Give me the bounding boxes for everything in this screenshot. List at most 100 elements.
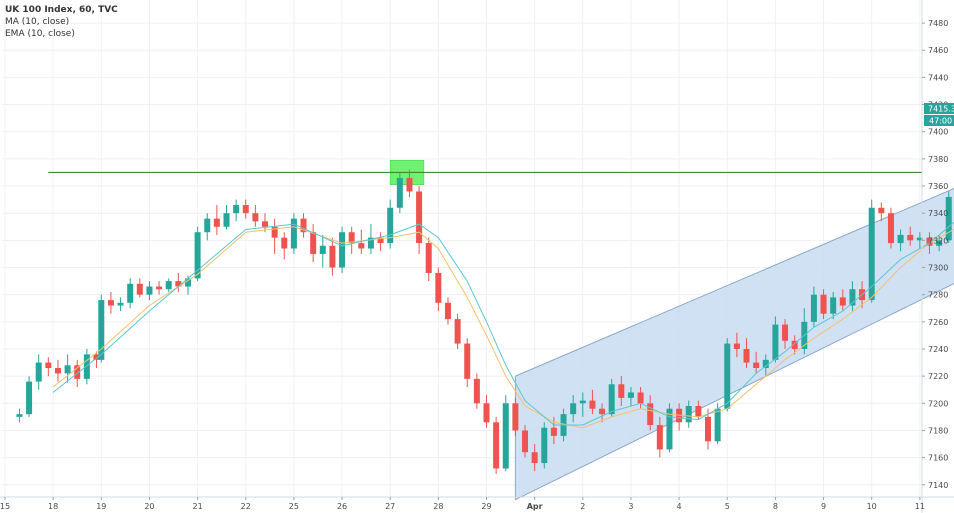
- highlight-zones: [389, 159, 425, 185]
- grid: [2, 0, 922, 497]
- price-tick-label: 7180: [928, 426, 948, 435]
- candle: [916, 232, 923, 249]
- candle-body: [473, 378, 480, 404]
- candle: [782, 319, 789, 349]
- candle-body: [435, 272, 442, 303]
- candle-body: [16, 414, 23, 417]
- candle-body: [522, 430, 529, 453]
- candle: [762, 354, 769, 377]
- candle: [589, 389, 596, 415]
- candle: [262, 213, 269, 233]
- candle-body: [213, 218, 220, 227]
- candle: [425, 237, 432, 282]
- candle-body: [589, 400, 596, 409]
- candle-body: [878, 207, 885, 214]
- candle-body: [26, 381, 33, 415]
- candle-body: [483, 403, 490, 423]
- candle-body: [830, 297, 837, 314]
- candle-body: [714, 408, 721, 442]
- candle-body: [93, 354, 100, 360]
- candle-body: [464, 343, 471, 379]
- candle: [839, 289, 846, 311]
- candle: [175, 272, 182, 292]
- candle: [83, 348, 90, 385]
- candle: [223, 205, 230, 230]
- price-tick-label: 7440: [928, 73, 948, 82]
- chart-legend: UK 100 Index, 60, TVC MA (10, close) EMA…: [5, 4, 118, 40]
- candle-body: [204, 218, 211, 233]
- candle-body: [242, 205, 249, 214]
- time-tick-label: Apr: [527, 502, 543, 511]
- candle-body: [897, 234, 904, 244]
- candle: [878, 202, 885, 222]
- candle: [252, 205, 259, 227]
- candle-body: [666, 408, 673, 450]
- candle-body: [579, 400, 586, 404]
- candle-body: [367, 237, 374, 249]
- candle: [107, 291, 114, 314]
- ma-indicator-label[interactable]: MA (10, close): [5, 17, 70, 27]
- candle: [714, 403, 721, 445]
- price-tick-label: 7240: [928, 345, 948, 354]
- candle: [945, 191, 952, 244]
- candle: [271, 218, 278, 254]
- candle: [618, 376, 625, 407]
- candle: [98, 294, 105, 363]
- candle: [897, 229, 904, 252]
- candle: [473, 373, 480, 409]
- candle-body: [656, 425, 663, 450]
- candle: [550, 416, 557, 445]
- candle: [483, 395, 490, 428]
- candle: [907, 226, 914, 246]
- candle-body: [570, 403, 577, 415]
- candle: [290, 213, 297, 254]
- time-tick-label: 28: [433, 502, 443, 511]
- candle: [127, 278, 134, 309]
- candle-body: [704, 416, 711, 442]
- time-axis[interactable]: 15 18 19 20 21 22 25 26 27 28 29 Apr 2 3 4 5 8 9 10 11: [0, 496, 954, 511]
- candle: [579, 392, 586, 417]
- candle-body: [772, 324, 779, 360]
- candle-body: [300, 218, 307, 233]
- candle-body: [685, 406, 692, 423]
- candle-body: [310, 232, 317, 254]
- candle: [348, 226, 355, 254]
- symbol-title: UK 100 Index, 60, TVC: [5, 5, 118, 15]
- price-tick-label: 7280: [928, 291, 948, 300]
- price-tick-label: 7300: [928, 264, 948, 273]
- candle-body: [83, 354, 90, 379]
- candle-body: [146, 286, 153, 295]
- time-tick-label: 22: [241, 502, 251, 511]
- candle: [117, 297, 124, 311]
- price-tick-label: 7360: [928, 182, 948, 191]
- candle: [868, 199, 875, 303]
- candle-body: [281, 237, 288, 249]
- candle: [608, 378, 615, 417]
- candle-body: [377, 237, 384, 244]
- candle: [791, 335, 798, 355]
- candle-body: [184, 278, 191, 287]
- candle-body: [223, 213, 230, 227]
- candle: [35, 354, 42, 390]
- candle: [406, 169, 413, 197]
- candle: [512, 397, 519, 436]
- candle: [531, 444, 538, 472]
- candle: [213, 205, 220, 235]
- candle-body: [868, 207, 875, 301]
- candle: [26, 376, 33, 417]
- ema-line: [52, 221, 954, 426]
- price-tick-label: 7340: [928, 209, 948, 218]
- candle: [887, 207, 894, 249]
- candle-body: [936, 240, 943, 246]
- candle-body: [926, 237, 933, 246]
- candle: [656, 416, 663, 458]
- countdown-label: 47:00: [929, 117, 952, 126]
- candle-body: [74, 365, 81, 379]
- candle: [685, 400, 692, 428]
- candle: [416, 186, 423, 254]
- candle: [502, 395, 509, 472]
- ema-indicator-label[interactable]: EMA (10, close): [5, 29, 75, 39]
- candle: [810, 286, 817, 328]
- candle-body: [406, 177, 413, 192]
